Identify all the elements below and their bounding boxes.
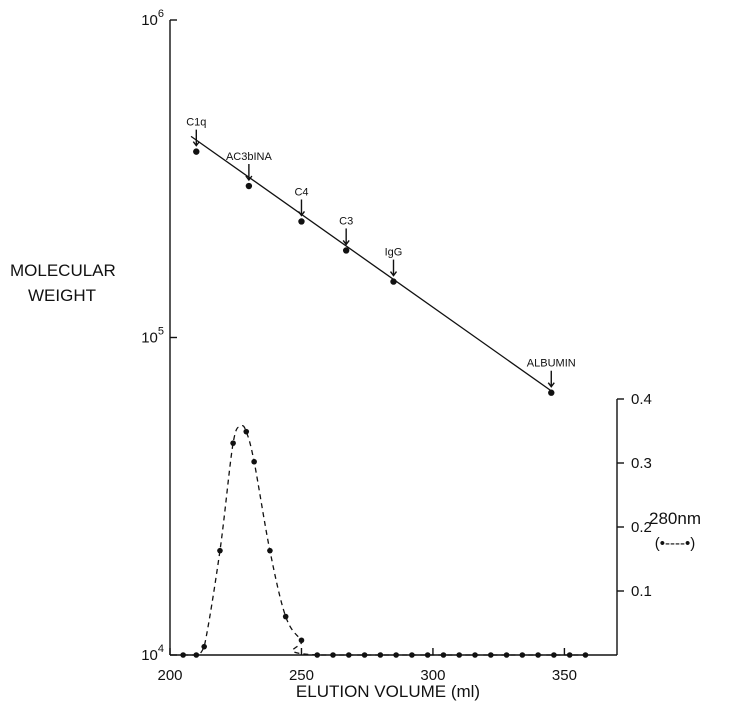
- calibration-arrowhead-3: [342, 240, 350, 246]
- calibration-label-4: IgG: [385, 247, 403, 259]
- absorbance-point-10: [314, 652, 321, 658]
- absorbance-point-13: [361, 652, 368, 658]
- absorbance-point-23: [519, 652, 526, 658]
- calibration-point-4: [390, 278, 397, 285]
- absorbance-point-12: [346, 652, 352, 658]
- calibration-label-0: C1q: [186, 117, 206, 129]
- absorbance-point-22: [503, 652, 510, 658]
- absorbance-point-7: [267, 547, 273, 554]
- absorbance-point-5: [243, 428, 250, 435]
- calibration-label-3: C3: [339, 215, 353, 227]
- absorbance-point-24: [535, 652, 541, 658]
- absorbance-curve: [183, 425, 586, 656]
- calibration-arrowhead-5: [547, 382, 555, 388]
- y-left-tick-label-2: 106: [141, 8, 164, 29]
- absorbance-point-1: [193, 652, 200, 658]
- x-tick-label-3: 350: [552, 667, 577, 684]
- calibration-point-1: [245, 182, 253, 190]
- absorbance-point-11: [330, 652, 336, 658]
- calibration-point-3: [342, 247, 350, 254]
- absorbance-point-26: [566, 652, 573, 658]
- absorbance-point-4: [230, 440, 236, 446]
- calibration-arrowhead-4: [389, 271, 398, 277]
- y-right-tick-label-3: 0.4: [631, 391, 652, 408]
- absorbance-point-3: [217, 547, 223, 554]
- x-axis-title: ELUTION VOLUME (ml): [296, 682, 480, 701]
- absorbance-point-25: [551, 652, 557, 658]
- x-tick-label-0: 200: [157, 667, 182, 684]
- absorbance-point-2: [201, 643, 207, 650]
- y-right-tick-label-0: 0.1: [631, 583, 652, 600]
- absorbance-point-6: [251, 458, 257, 465]
- absorbance-point-0: [180, 652, 186, 658]
- y-right-tick-label-1: 0.2: [631, 519, 652, 536]
- absorbance-point-27: [582, 652, 589, 658]
- calibration-arrowhead-0: [192, 141, 200, 147]
- calibration-point-5: [548, 389, 555, 396]
- absorbance-point-19: [456, 652, 463, 658]
- x-tick-label-1: 250: [289, 667, 314, 684]
- absorbance-point-16: [409, 652, 415, 658]
- y-left-tick-label-1: 105: [141, 326, 164, 347]
- absorbance-point-8: [282, 613, 289, 620]
- calibration-label-1: AC3bINA: [226, 151, 273, 163]
- y-axis-left-title-line2: WEIGHT: [28, 286, 96, 305]
- absorbance-point-20: [472, 652, 478, 658]
- calibration-point-2: [298, 218, 305, 225]
- calibration-label-5: ALBUMIN: [527, 358, 576, 370]
- calibration-arrowhead-1: [245, 175, 253, 182]
- y-axis-left-title-line1: MOLECULAR: [10, 261, 116, 280]
- y-left-tick-label-0: 104: [141, 643, 164, 664]
- x-tick-label-2: 300: [420, 667, 445, 684]
- y-axis-right-title-line1: 280nm: [649, 509, 701, 528]
- absorbance-point-15: [393, 652, 399, 658]
- absorbance-point-17: [424, 652, 431, 658]
- y-right-tick-label-2: 0.3: [631, 455, 652, 472]
- absorbance-point-21: [487, 652, 494, 658]
- y-axis-right-title-line2: (•----•): [655, 535, 695, 552]
- calibration-line: [190, 135, 555, 394]
- calibration-label-2: C4: [294, 186, 308, 198]
- absorbance-point-9: [298, 637, 305, 644]
- calibration-arrowhead-2: [297, 211, 306, 217]
- absorbance-point-14: [377, 652, 384, 658]
- absorbance-point-18: [440, 652, 447, 658]
- calibration-point-0: [193, 148, 200, 155]
